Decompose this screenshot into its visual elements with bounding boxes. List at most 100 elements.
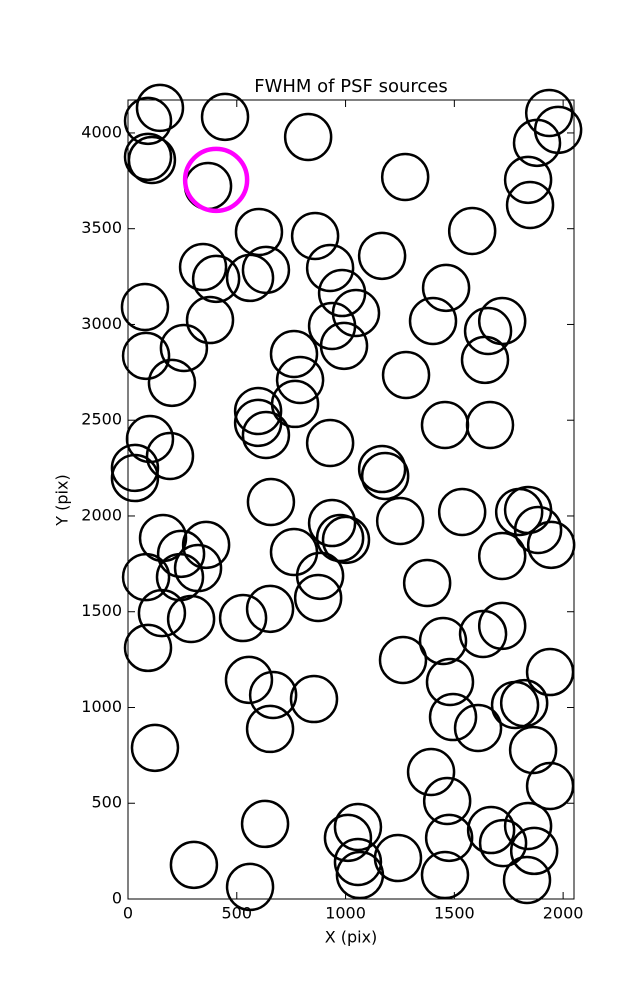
- source: [245, 584, 295, 634]
- source: [295, 551, 345, 601]
- source: [218, 593, 268, 643]
- source: [525, 647, 575, 697]
- source: [460, 335, 510, 385]
- source: [505, 180, 555, 230]
- source: [110, 453, 160, 503]
- source: [321, 515, 371, 565]
- y-tick-label: 500: [91, 793, 122, 812]
- chart-title: FWHM of PSF sources: [254, 76, 448, 97]
- source: [333, 837, 383, 887]
- source: [156, 529, 206, 579]
- source: [137, 588, 187, 638]
- source: [225, 862, 275, 912]
- source: [425, 657, 475, 707]
- source: [110, 443, 160, 493]
- source: [402, 558, 452, 608]
- x-tick-label: 500: [222, 904, 253, 923]
- source: [375, 496, 425, 546]
- source: [465, 400, 515, 450]
- source: [275, 355, 325, 405]
- source: [121, 552, 171, 602]
- source: [458, 609, 508, 659]
- y-axis-label: Y (pix): [53, 474, 72, 526]
- x-tick-label: 2000: [543, 904, 584, 923]
- source: [478, 818, 528, 868]
- source: [145, 431, 195, 481]
- source: [159, 323, 209, 373]
- source: [181, 520, 231, 570]
- source: [453, 703, 503, 753]
- source: [357, 231, 407, 281]
- source: [463, 306, 513, 356]
- source: [420, 850, 470, 900]
- source: [305, 418, 355, 468]
- x-axis-label: X (pix): [325, 928, 378, 947]
- source: [378, 635, 428, 685]
- y-tick-label: 0: [112, 889, 122, 908]
- source: [424, 813, 474, 863]
- x-tick-label: 1500: [434, 904, 475, 923]
- source: [447, 206, 497, 256]
- source: [191, 254, 241, 304]
- source: [305, 243, 355, 293]
- source: [233, 386, 283, 436]
- source: [283, 112, 333, 162]
- source: [123, 132, 173, 182]
- source: [233, 398, 283, 448]
- source: [224, 655, 274, 705]
- source: [120, 282, 170, 332]
- source: [185, 295, 235, 345]
- source: [269, 329, 319, 379]
- source: [335, 850, 385, 900]
- source: [421, 263, 471, 313]
- source: [380, 152, 430, 202]
- source: [130, 723, 180, 773]
- source: [357, 444, 407, 494]
- source: [466, 805, 516, 855]
- y-tick-label: 2000: [81, 505, 122, 524]
- y-tick-label: 3000: [81, 314, 122, 333]
- x-tick-label: 1000: [325, 904, 366, 923]
- source: [166, 594, 216, 644]
- source: [503, 801, 553, 851]
- source: [290, 211, 340, 261]
- source: [289, 674, 339, 724]
- source: [508, 725, 558, 775]
- source: [123, 96, 173, 146]
- source: [200, 92, 250, 142]
- source: [381, 350, 431, 400]
- source: [512, 118, 562, 168]
- source: [333, 802, 383, 852]
- source: [246, 477, 296, 527]
- source: [245, 704, 295, 754]
- source: [331, 288, 381, 338]
- y-tick-label: 1500: [81, 601, 122, 620]
- source: [225, 253, 275, 303]
- source: [428, 692, 478, 742]
- source: [406, 747, 456, 797]
- source: [360, 451, 410, 501]
- source: [503, 155, 553, 205]
- source: [178, 242, 228, 292]
- y-tick-label: 2500: [81, 410, 122, 429]
- source: [513, 505, 563, 555]
- x-tick-label: 0: [123, 904, 133, 923]
- source: [147, 358, 197, 408]
- y-tick-label: 1000: [81, 697, 122, 716]
- source: [127, 135, 177, 185]
- source: [293, 573, 343, 623]
- source: [121, 331, 171, 381]
- source: [123, 623, 173, 673]
- source: [234, 207, 284, 257]
- source: [525, 761, 575, 811]
- source: [509, 826, 559, 876]
- y-tick-label: 3500: [81, 218, 122, 237]
- plot-frame: [127, 99, 575, 900]
- source: [319, 321, 369, 371]
- source: [477, 601, 527, 651]
- source: [477, 531, 527, 581]
- source: [422, 776, 472, 826]
- source: [240, 799, 290, 849]
